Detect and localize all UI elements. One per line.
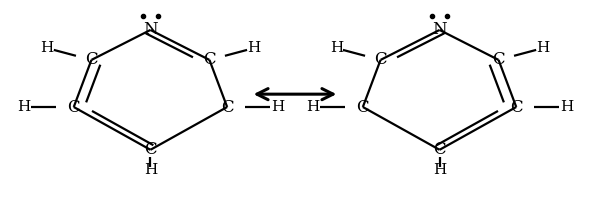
Text: H: H — [330, 41, 343, 55]
Text: H: H — [536, 41, 549, 55]
Text: C: C — [67, 98, 80, 116]
Text: H: H — [144, 163, 157, 177]
Text: C: C — [433, 141, 446, 158]
Text: C: C — [221, 98, 234, 116]
Text: H: H — [41, 41, 54, 55]
Text: C: C — [85, 51, 98, 68]
Text: C: C — [144, 141, 157, 158]
Text: H: H — [247, 41, 260, 55]
Text: C: C — [203, 51, 216, 68]
Text: C: C — [374, 51, 387, 68]
Text: C: C — [510, 98, 523, 116]
Text: C: C — [356, 98, 369, 116]
Text: H: H — [433, 163, 446, 177]
Text: N: N — [143, 21, 158, 39]
Text: H: H — [560, 100, 573, 114]
Text: H: H — [271, 100, 284, 114]
Text: H: H — [306, 100, 319, 114]
Text: N: N — [432, 21, 447, 39]
Text: C: C — [492, 51, 505, 68]
Text: H: H — [17, 100, 30, 114]
